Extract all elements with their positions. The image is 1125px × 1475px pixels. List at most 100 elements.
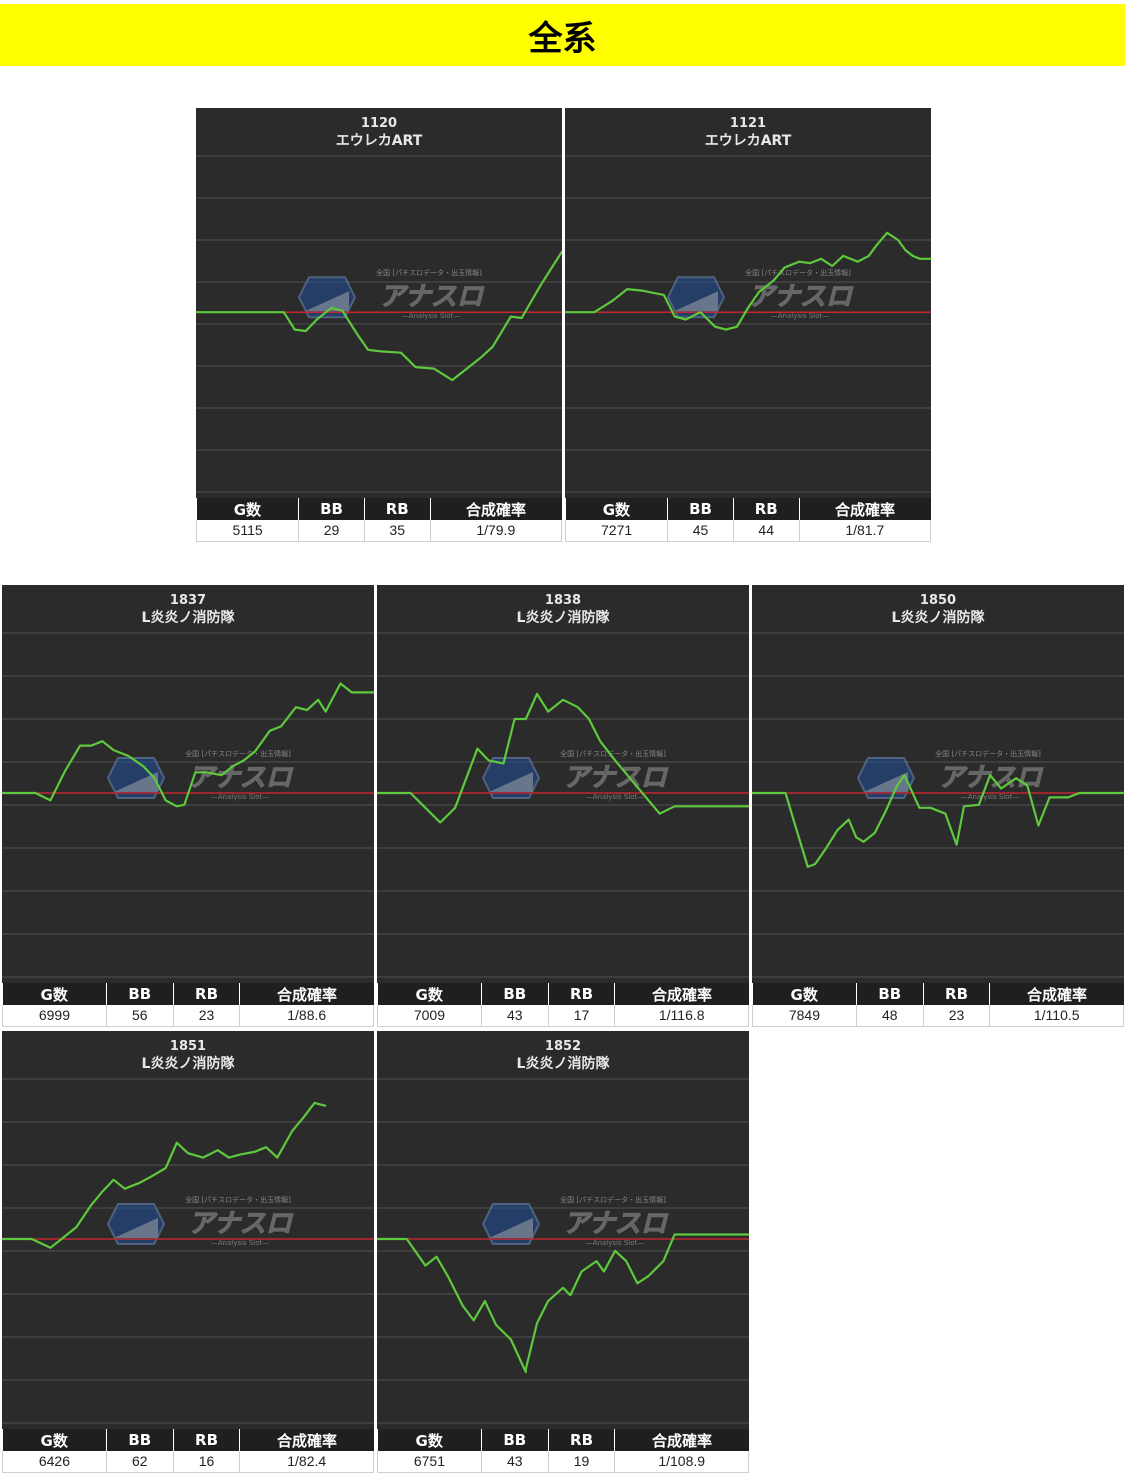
series-point [495,1324,497,1326]
series-point [112,749,115,751]
series-point [611,299,614,302]
series-point [217,1149,219,1151]
series-point [424,1264,427,1267]
series-point [409,792,412,794]
series-point [356,333,358,335]
series-point [194,771,197,774]
stats-table: G数 BB RB 合成確率 7849 48 23 1/110.5 [752,983,1124,1027]
series-point [187,1152,189,1154]
series-point [243,759,245,762]
watermark-subtitle: —Analysis Slot— [961,793,1019,801]
grid-lines [2,632,374,978]
series-point [978,804,980,806]
machine-chart-card: 1851 L炎炎ノ消防隊 全国 [パチスロデータ・出玉情報] アナスロ —Analysi… [2,1031,374,1473]
series-point [64,770,66,772]
value-bb: 45 [667,520,734,542]
value-rb: 23 [173,1005,241,1027]
value-games: 6426 [2,1451,107,1473]
series-point [847,818,850,821]
series-point [772,279,775,282]
series-point [424,807,427,809]
machine-number: 1851 [170,1039,206,1054]
header-games: G数 [196,498,300,520]
series-point [276,1156,279,1159]
series-point [239,1153,241,1156]
value-bb: 43 [481,1005,549,1027]
series-point [324,710,327,713]
series-point [944,812,947,815]
value-bb: 43 [481,1451,549,1473]
series-point [305,330,307,332]
series-point [685,1233,687,1236]
value-games: 6999 [2,1005,107,1027]
value-bb: 48 [856,1005,924,1027]
series-point [487,759,490,762]
series-point [283,311,285,313]
series-point [748,1233,749,1236]
series-point [798,260,800,263]
slump-graph: 1120 エウレカART 全国 [パチスロデータ・出玉情報] アナスロ—Analysi… [196,116,562,493]
watermark-tagline: 全国 [パチスロデータ・出玉情報] [745,268,851,277]
machine-chart-card: 1121 エウレカART 全国 [パチスロデータ・出玉情報] アナスロ —Analysi… [564,108,932,542]
header-rate: 合成確率 [614,983,749,1005]
watermark-tagline: 全国 [パチスロデータ・出玉情報] [376,268,482,277]
series-point [625,1260,627,1262]
series-point [254,750,256,753]
stats-table: G数 BB RB 合成確率 6426 62 16 1/82.4 [2,1429,374,1473]
watermark-tagline: 全国 [パチスロデータ・出玉情報] [935,749,1041,758]
header-rate: 合成確率 [430,498,562,520]
series-point [752,792,753,794]
series-point [1067,796,1069,799]
watermark-tagline: 全国 [パチスロデータ・出玉情報] [560,749,666,758]
watermark-subtitle: —Analysis Slot— [211,793,269,801]
stats-table: G数 BB RB 合成確率 7009 43 17 1/116.8 [377,983,749,1027]
header-bb: BB [856,983,924,1005]
series-point [476,747,479,750]
series-point [367,349,369,351]
series-point [641,289,643,292]
series-point [291,1130,294,1132]
series-point [313,1102,316,1104]
series-point [1123,792,1124,794]
value-rate: 1/116.8 [614,1005,749,1027]
series-point [836,829,839,831]
machine-chart-card: 1120 エウレカART 全国 [パチスロデータ・出玉情報] アナスロ —Analysi… [195,108,563,542]
series-point [330,307,333,309]
header-rb: RB [923,983,991,1005]
series-point [302,1116,305,1119]
series-point [34,792,37,794]
series-point [220,774,223,776]
series-point [525,718,527,720]
machine-name: エウレカART [336,133,423,149]
series-point [462,370,465,373]
watermark-logo: 全国 [パチスロデータ・出玉情報] アナスロ—Analysis Slot— [106,749,294,801]
value-games: 5115 [195,520,300,542]
series-point [636,1282,639,1285]
series-point [862,841,865,843]
series-point [79,744,81,747]
series-point [502,762,505,765]
header-games: G数 [377,1429,482,1451]
header-rate: 合成確率 [989,983,1124,1005]
difference-series-line [377,692,749,824]
machine-chart-card: 1850 L炎炎ノ消防隊 全国 [パチスロデータ・出玉情報] アナスロ —Analysi… [752,585,1124,1027]
machine-name: L炎炎ノ消防隊 [517,609,611,626]
series-point [164,799,167,802]
machine-number: 1120 [361,116,397,131]
series-point [176,805,178,808]
value-games: 7009 [377,1005,482,1027]
chart-plot-area: 1852 L炎炎ノ消防隊 全国 [パチスロデータ・出玉情報] アナスロ —Analysi… [377,1031,749,1429]
value-rate: 1/79.9 [430,520,563,542]
header-games: G数 [377,983,482,1005]
series-point [955,843,958,846]
series-point [378,350,380,352]
series-point [153,777,156,779]
series-point [825,846,828,849]
series-point [324,1105,327,1107]
series-point [918,807,921,809]
series-point [446,1275,449,1277]
header-games: G数 [752,983,857,1005]
series-point [673,805,676,808]
